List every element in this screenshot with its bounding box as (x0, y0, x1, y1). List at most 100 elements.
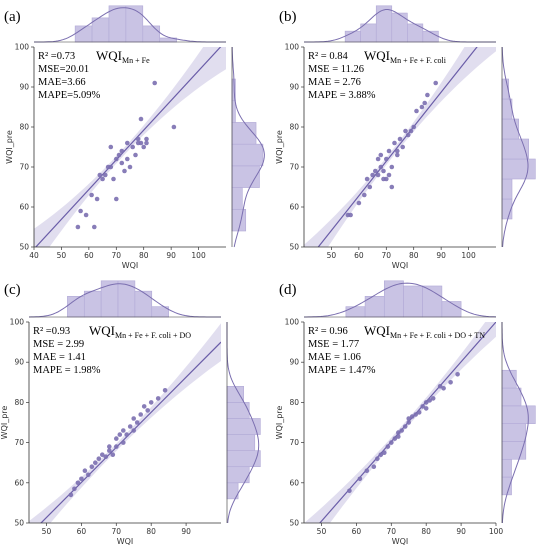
y-tick-label: 50 (19, 243, 29, 252)
data-point (114, 436, 119, 441)
data-point (145, 408, 150, 413)
data-point (386, 172, 392, 178)
right-hist-bar (231, 143, 264, 167)
data-point (356, 200, 362, 206)
data-point (382, 450, 387, 455)
y-tick-label: 100 (285, 318, 300, 327)
model-title: WQIMn + Fe + F. coli + DO + TN (364, 323, 485, 340)
model-title: WQIMn + Fe + F. coli + DO (89, 323, 191, 340)
data-point (397, 136, 403, 142)
y-axis-label: WQI_pre (0, 406, 9, 440)
right-hist-bar (501, 423, 527, 442)
y-tick-label: 80 (289, 123, 299, 132)
x-tick-label: 60 (352, 527, 362, 536)
stat-line: R² =0.93 (33, 326, 70, 337)
top-hist-bar (100, 280, 119, 318)
data-point (409, 414, 415, 419)
top-hist-bar (108, 5, 127, 43)
right-hist-bar (501, 178, 513, 200)
x-tick-label: 80 (421, 527, 431, 536)
stat-line: R² = 0.96 (308, 326, 348, 337)
model-title-subscript: Mn + Fe + F. coli + DO (115, 331, 191, 340)
data-point (86, 472, 91, 478)
data-point (114, 444, 119, 449)
data-point (419, 104, 425, 110)
right-hist-bar (231, 187, 243, 210)
data-point (392, 436, 398, 441)
data-point (416, 410, 422, 415)
right-kde-curve (501, 322, 529, 524)
x-tick-label: 80 (146, 527, 156, 536)
stat-line: MSE = 11.26 (308, 64, 364, 75)
x-tick-label: 50 (317, 527, 327, 536)
data-point (399, 428, 404, 433)
x-tick-label: 90 (456, 527, 466, 536)
data-point (152, 80, 157, 86)
data-point (406, 420, 411, 425)
x-tick-label: 70 (382, 251, 392, 260)
data-point (114, 156, 119, 162)
stat-line: MAPE=5.09% (38, 90, 100, 101)
x-tick-label: 80 (409, 251, 419, 260)
right-hist-bar (501, 387, 522, 407)
right-hist-bar (501, 458, 512, 478)
stat-line: MAE=3.66 (38, 77, 86, 88)
stat-line: MAPE = 1.47% (308, 365, 376, 376)
model-title-main: WQI (364, 48, 390, 63)
top-hist-bar (91, 17, 110, 43)
data-point (364, 468, 370, 473)
data-point (75, 480, 81, 486)
data-point (79, 476, 84, 482)
stat-line: MSE = 1.77 (308, 339, 359, 350)
data-point (430, 396, 436, 401)
data-point (111, 176, 116, 182)
x-tick-label: 70 (111, 527, 121, 536)
right-hist-bar (226, 386, 244, 403)
top-hist-bar (345, 306, 366, 318)
data-point (375, 456, 380, 461)
x-tick-label: 90 (166, 251, 176, 260)
y-tick-label: 100 (10, 318, 25, 327)
data-point (433, 80, 438, 86)
panel-label: (a) (4, 9, 21, 25)
panel-3: 50 60 70 80 90 50 60 70 80 90 100 WQI WQI_pre (c) R² =… (0, 280, 261, 546)
data-point (425, 92, 430, 98)
data-point (117, 432, 123, 437)
top-hist-bar (403, 285, 423, 318)
stat-line: MSE=20.01 (38, 64, 89, 75)
y-axis-label: WQI_pre (5, 130, 14, 164)
data-point (119, 148, 125, 154)
y-tick-label: 70 (14, 438, 24, 447)
data-point (367, 184, 373, 190)
model-title-main: WQI (364, 323, 390, 338)
data-point (420, 404, 425, 409)
data-point (396, 430, 401, 435)
top-hist-bar (134, 290, 153, 318)
data-point (121, 440, 126, 445)
data-point (371, 464, 377, 469)
plot-area (29, 323, 221, 523)
data-point (108, 144, 114, 150)
top-kde-curve (28, 283, 221, 318)
data-point (78, 208, 83, 214)
y-tick-label: 80 (14, 398, 24, 407)
data-point (413, 412, 418, 417)
data-point (162, 388, 168, 393)
data-point (441, 386, 446, 391)
y-tick-label: 90 (289, 83, 299, 92)
panel-label: (c) (4, 282, 21, 298)
top-hist-bar (391, 12, 408, 43)
data-point (396, 434, 401, 439)
plot-area (304, 322, 496, 523)
x-axis-label: WQI (117, 537, 134, 546)
data-point (127, 164, 133, 170)
plot-area (34, 47, 226, 247)
data-point (378, 452, 384, 457)
data-point (381, 168, 386, 174)
top-hist-bar (383, 280, 404, 318)
y-tick-label: 50 (14, 519, 24, 528)
y-tick-label: 80 (19, 123, 29, 132)
x-tick-label: 50 (57, 251, 67, 260)
right-hist-bar (231, 100, 236, 123)
